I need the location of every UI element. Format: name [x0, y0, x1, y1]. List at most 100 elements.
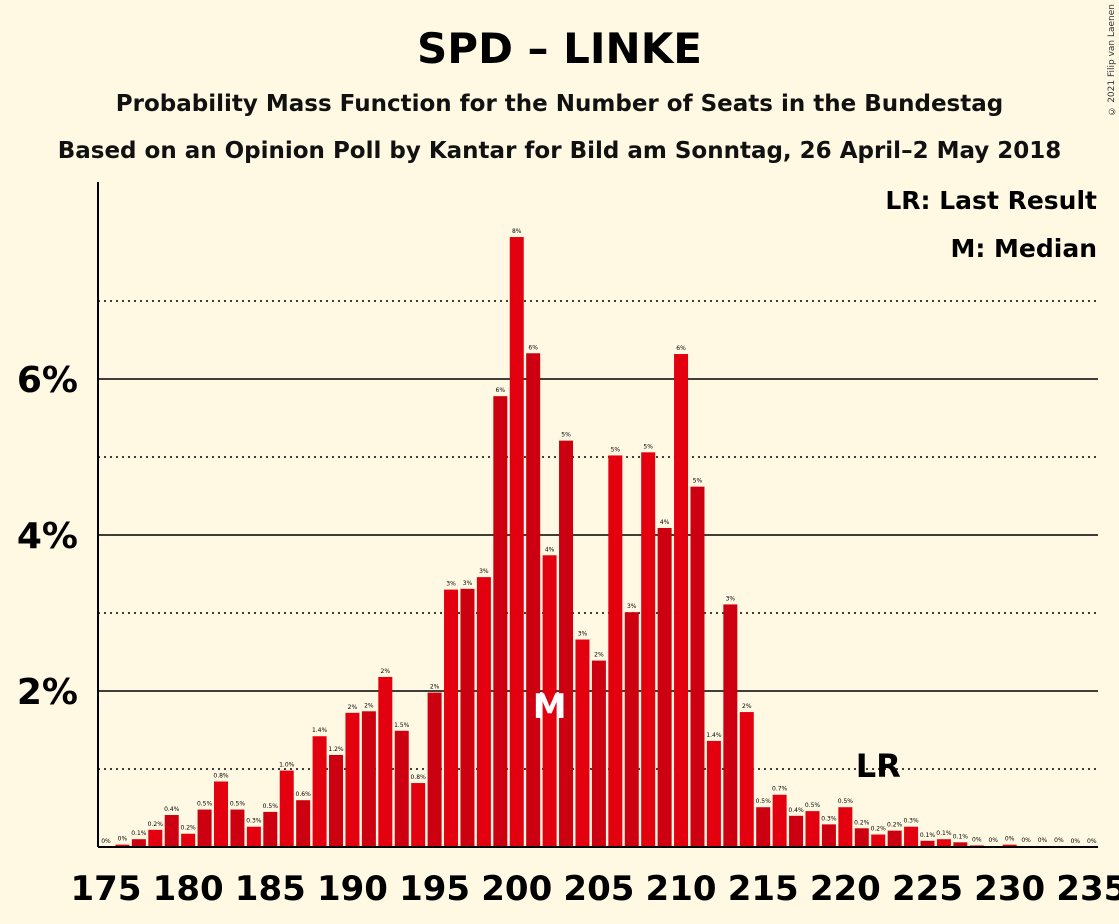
data-label-202: 4% [545, 546, 555, 553]
legend-median: M: Median [950, 234, 1097, 263]
data-label-185: 0.5% [263, 803, 279, 810]
bar-197 [460, 588, 475, 847]
bar-214 [739, 712, 754, 847]
data-label-189: 1.2% [328, 746, 344, 753]
bar-219 [821, 824, 836, 847]
data-label-178: 0.2% [148, 821, 164, 828]
bar-202 [542, 555, 557, 847]
bar-198 [476, 577, 491, 847]
bar-205 [591, 660, 606, 847]
bar-200 [509, 237, 524, 848]
data-label-224: 0.3% [903, 818, 919, 825]
data-label-197: 3% [463, 580, 473, 587]
bar-215 [756, 807, 771, 847]
bar-206 [608, 455, 623, 847]
data-label-187: 0.6% [296, 791, 312, 798]
data-label-214: 2% [742, 703, 752, 710]
chart-source: Based on an Opinion Poll by Kantar for B… [57, 138, 1062, 164]
bar-221 [854, 828, 869, 847]
data-label-206: 5% [611, 446, 621, 453]
y-tick-label: 6% [17, 360, 78, 401]
x-tick-label: 180 [153, 869, 224, 909]
x-tick-label: 210 [646, 869, 717, 909]
data-label-231: 0% [1021, 837, 1031, 844]
data-label-196: 3% [446, 581, 456, 588]
bar-195 [427, 692, 442, 847]
data-label-184: 0.3% [246, 818, 262, 825]
bar-177 [131, 839, 146, 847]
data-label-233: 0% [1054, 837, 1064, 844]
bar-183 [230, 809, 245, 847]
bar-226 [936, 839, 951, 847]
chart-title: SPD – LINKE [417, 24, 702, 73]
data-label-225: 0.1% [920, 832, 936, 839]
data-label-190: 2% [348, 704, 358, 711]
data-label-234: 0% [1071, 838, 1081, 845]
data-label-175: 0% [101, 838, 111, 845]
bar-204 [575, 639, 590, 847]
x-tick-label: 235 [1056, 869, 1119, 909]
data-label-200: 8% [512, 228, 522, 235]
data-label-198: 3% [479, 568, 489, 575]
data-label-215: 0.5% [756, 798, 772, 805]
data-label-219: 0.3% [821, 815, 837, 822]
x-tick-label: 200 [481, 869, 552, 909]
bar-208 [641, 452, 656, 847]
x-tick-label: 220 [810, 869, 881, 909]
data-label-230: 0% [1005, 836, 1015, 843]
bar-210 [674, 354, 689, 847]
data-label-213: 3% [726, 595, 736, 602]
data-label-201: 6% [528, 344, 538, 351]
data-label-179: 0.4% [164, 806, 180, 813]
bar-207 [624, 612, 639, 847]
bar-217 [789, 815, 804, 847]
bar-213 [723, 604, 738, 847]
bar-209 [657, 527, 672, 847]
bar-199 [493, 396, 508, 847]
bar-225 [920, 840, 935, 847]
data-label-182: 0.8% [213, 772, 229, 779]
bar-187 [296, 800, 311, 847]
data-label-212: 1.4% [706, 732, 722, 739]
data-label-207: 3% [627, 603, 637, 610]
data-label-216: 0.7% [772, 786, 788, 793]
bar-227 [953, 842, 968, 847]
bar-188 [312, 736, 327, 847]
chart-subtitle: Probability Mass Function for the Number… [115, 91, 1004, 117]
bar-194 [411, 783, 426, 847]
bar-179 [164, 815, 179, 847]
bar-222 [871, 834, 886, 847]
data-label-199: 6% [496, 387, 506, 394]
data-label-183: 0.5% [230, 801, 246, 808]
bar-203 [559, 440, 574, 847]
bar-186 [279, 770, 294, 847]
y-tick-label: 4% [17, 516, 78, 557]
data-label-229: 0% [988, 837, 998, 844]
bar-223 [887, 830, 902, 847]
last-result-marker: LR [856, 747, 901, 785]
data-label-195: 2% [430, 684, 440, 691]
data-label-205: 2% [594, 652, 604, 659]
data-label-186: 1.0% [279, 762, 295, 769]
bar-211 [690, 486, 705, 847]
x-tick-label: 215 [728, 869, 799, 909]
bar-190 [345, 712, 360, 847]
bar-196 [444, 589, 459, 847]
data-label-220: 0.5% [838, 798, 854, 805]
x-tick-label: 185 [235, 869, 306, 909]
bar-185 [263, 811, 278, 847]
bar-192 [378, 676, 393, 847]
legend-last-result: LR: Last Result [885, 186, 1097, 215]
x-tick-label: 175 [71, 869, 142, 909]
data-label-203: 5% [561, 432, 571, 439]
data-label-211: 5% [693, 478, 703, 485]
bar-182 [214, 781, 229, 847]
data-label-226: 0.1% [936, 830, 952, 837]
data-label-191: 2% [364, 702, 374, 709]
bar-178 [148, 829, 163, 847]
bar-224 [904, 826, 919, 847]
data-label-209: 4% [660, 519, 670, 526]
bar-201 [526, 353, 541, 847]
data-label-221: 0.2% [854, 819, 870, 826]
